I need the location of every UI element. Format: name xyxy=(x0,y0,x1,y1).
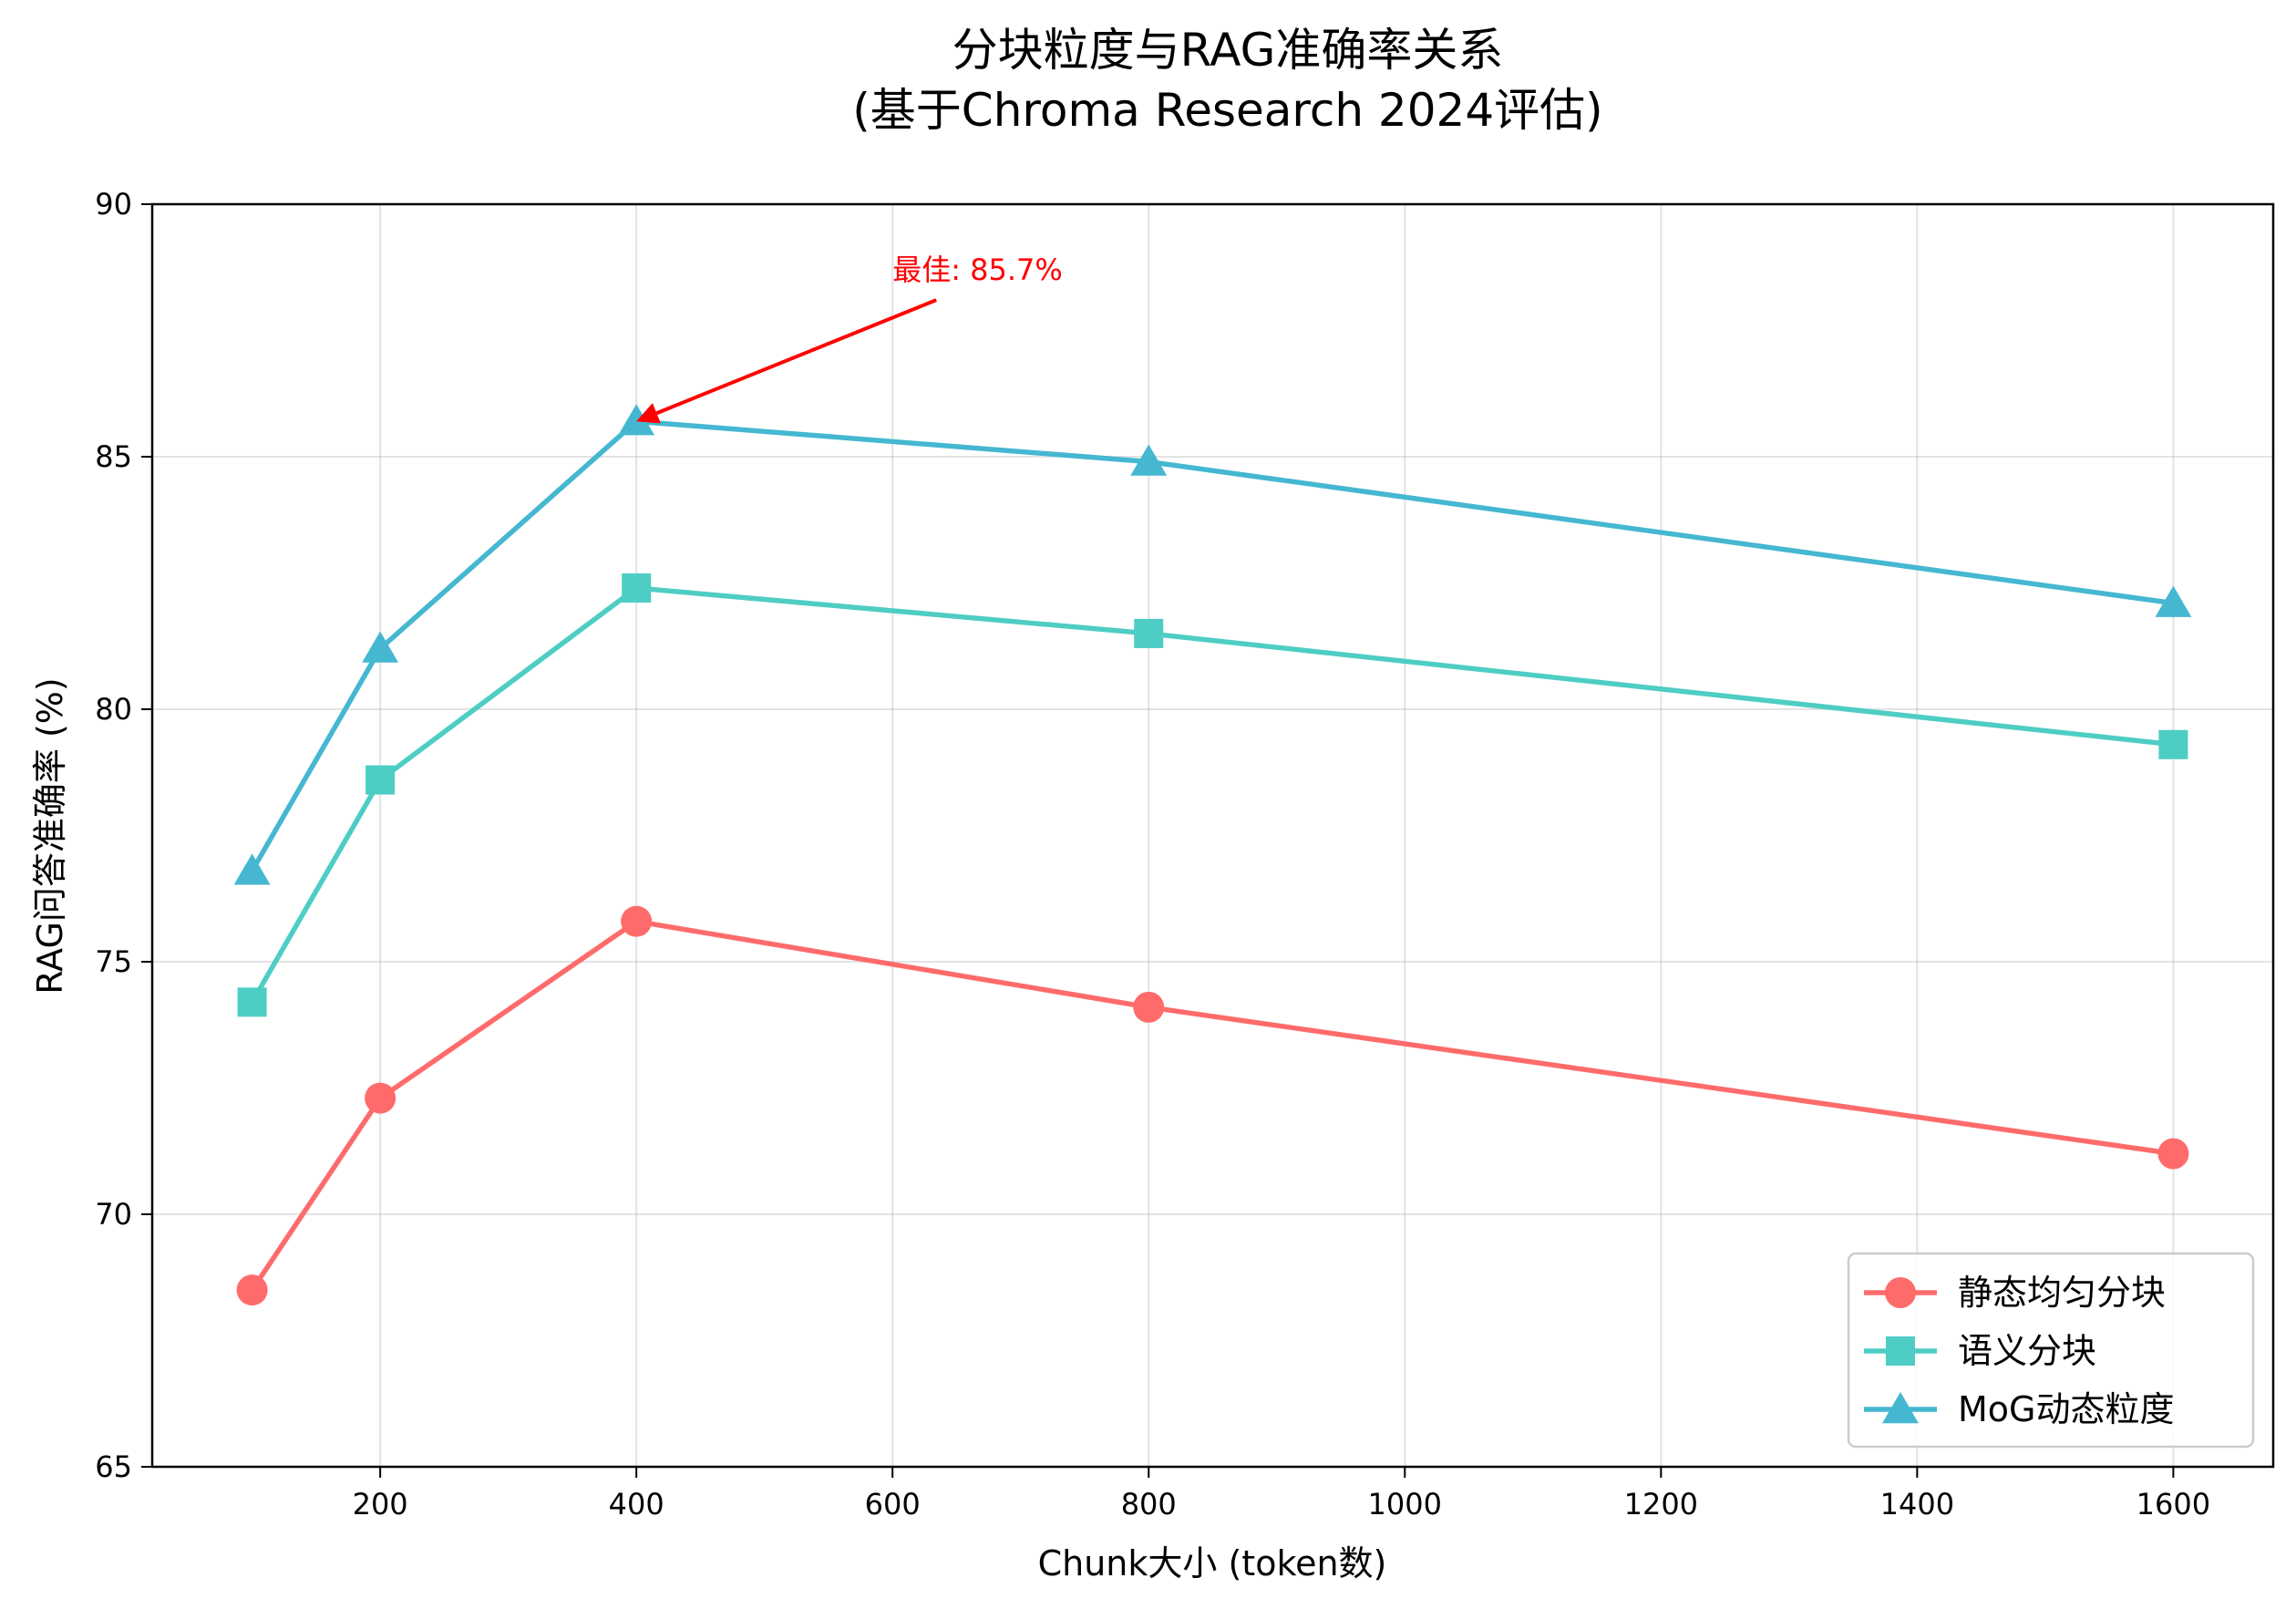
legend-marker xyxy=(1882,1392,1919,1424)
x-axis-label: Chunk大小 (token数) xyxy=(1038,1543,1387,1583)
x-tick-label: 600 xyxy=(865,1487,921,1521)
legend-item-3: MoG动态粒度 xyxy=(1864,1389,2174,1429)
data-point xyxy=(366,765,396,795)
data-point xyxy=(622,573,652,603)
data-point xyxy=(233,853,271,885)
annotation-arrow xyxy=(655,298,937,416)
data-point xyxy=(2155,585,2192,617)
annotation-text: 最佳: 85.7% xyxy=(892,253,1063,287)
y-tick-label: 85 xyxy=(95,439,132,474)
y-tick-label: 65 xyxy=(95,1449,132,1484)
plot-frame xyxy=(150,202,2275,1469)
x-tick-label: 800 xyxy=(1121,1487,1177,1521)
legend-marker xyxy=(1885,1277,1916,1308)
chart-title-line-2: (基于Chroma Research 2024评估) xyxy=(852,84,1602,137)
legend-marker xyxy=(1886,1336,1915,1366)
y-tick-label: 90 xyxy=(95,187,132,222)
axis-ticks: 200 400 600 800 1000 1200 1400 1600 65 70 75 80 85 90 xyxy=(95,187,2210,1521)
annotation: 最佳: 85.7% xyxy=(636,253,1063,424)
data-point xyxy=(362,631,399,663)
data-point xyxy=(237,987,267,1017)
data-point xyxy=(618,404,655,436)
series-2 xyxy=(237,573,2188,1017)
data-point xyxy=(2158,729,2188,759)
legend-frame xyxy=(1847,1252,2255,1449)
x-tick-label: 1600 xyxy=(2136,1487,2210,1521)
x-tick-label: 200 xyxy=(353,1487,408,1521)
y-axis-label: RAG问答准确率 (%) xyxy=(30,677,70,994)
data-point xyxy=(1134,618,1164,648)
data-point xyxy=(1130,444,1168,476)
legend-item-2: 语义分块 xyxy=(1864,1331,2096,1371)
legend-item-1: 静态均匀分块 xyxy=(1864,1273,2166,1313)
series-1 xyxy=(236,905,2189,1306)
legend-label: 静态均匀分块 xyxy=(1958,1273,2166,1313)
y-tick-label: 75 xyxy=(95,944,132,979)
x-tick-label: 1400 xyxy=(1880,1487,1954,1521)
data-point xyxy=(2157,1138,2189,1170)
data-point xyxy=(1133,991,1165,1023)
y-tick-label: 80 xyxy=(95,692,132,727)
data-point xyxy=(365,1082,396,1114)
annotation-arrowhead xyxy=(636,403,661,424)
data-point xyxy=(236,1274,268,1306)
x-tick-label: 1000 xyxy=(1368,1487,1442,1521)
legend-label: MoG动态粒度 xyxy=(1958,1389,2174,1429)
chart-title-line-1: 分块粒度与RAG准确率关系 xyxy=(952,24,1504,77)
x-tick-label: 400 xyxy=(609,1487,664,1521)
x-tick-label: 1200 xyxy=(1624,1487,1698,1521)
y-tick-label: 70 xyxy=(95,1197,132,1232)
legend-label: 语义分块 xyxy=(1958,1331,2096,1371)
data-point xyxy=(621,905,653,937)
